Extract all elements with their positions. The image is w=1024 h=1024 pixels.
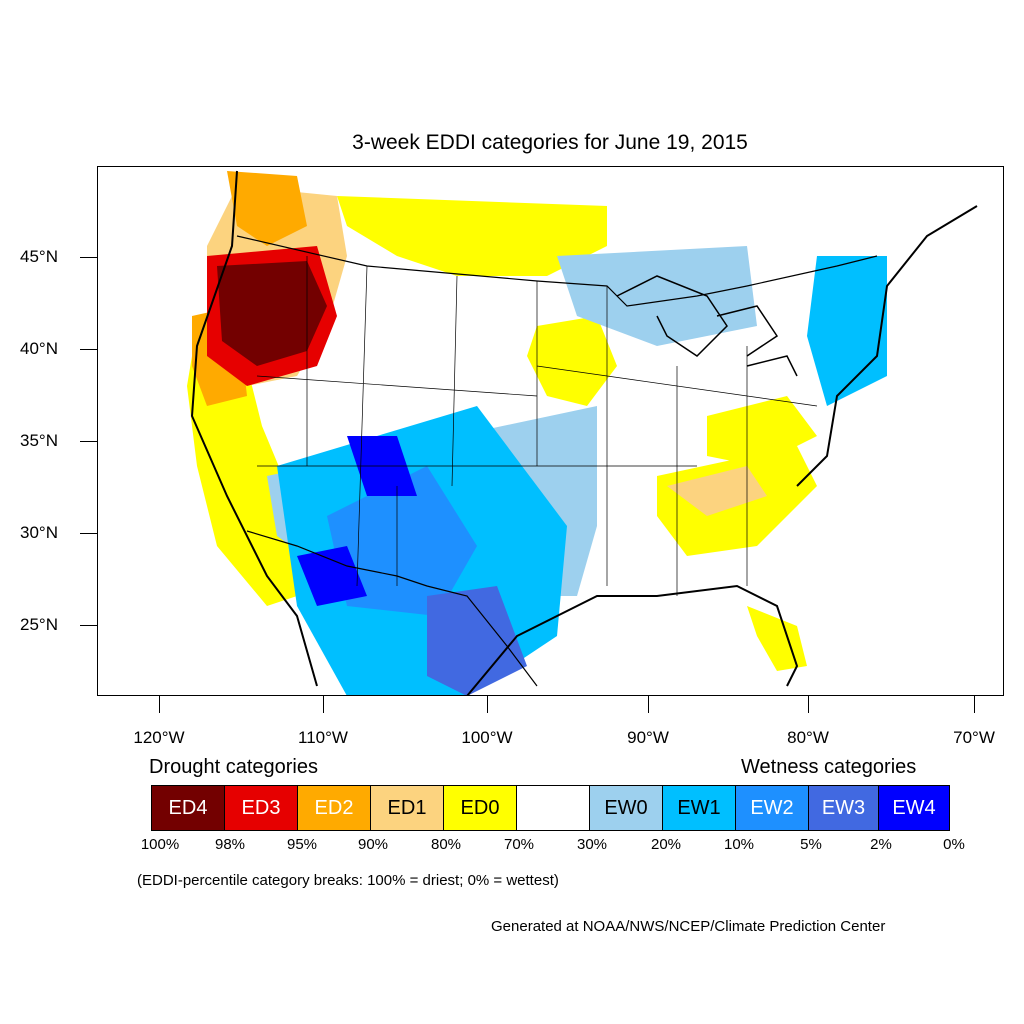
great-lakes (616, 275, 798, 377)
lon-label-90: 90°W (627, 728, 669, 747)
map-title: 3-week EDDI categories for June 19, 2015 (352, 131, 748, 154)
legend-label-ed2: ED2 (314, 796, 354, 819)
lat-label-45: 45°N (20, 247, 58, 266)
lat-tick-35 (80, 441, 97, 442)
break-label-20: 20% (650, 836, 682, 853)
legend-box-ed4: ED4 (151, 785, 225, 831)
legend-label-ew4: EW4 (892, 796, 936, 819)
legend-box-ew2: EW2 (735, 785, 809, 831)
legend-label-ew0: EW0 (604, 796, 648, 819)
region-ed0-ohio (707, 396, 817, 466)
region-ew2-southwest (327, 466, 477, 616)
lon-label-70: 70°W (953, 728, 995, 747)
credit-line: Generated at NOAA/NWS/NCEP/Climate Predi… (491, 918, 886, 935)
lat-label-30: 30°N (20, 523, 58, 542)
region-ed1-south (667, 466, 767, 516)
region-ew4-arizona (297, 546, 367, 606)
lon-tick-100 (487, 696, 488, 713)
lon-tick-90 (648, 696, 649, 713)
lat-label-35: 35°N (20, 431, 58, 450)
lon-label-120: 120°W (133, 728, 185, 747)
legend-box-ed0: ED0 (443, 785, 517, 831)
lon-tick-110 (323, 696, 324, 713)
lat-tick-25 (80, 625, 97, 626)
legend-label-ed3: ED3 (241, 796, 281, 819)
coastline (190, 170, 978, 696)
legend-label-ed0: ED0 (460, 796, 500, 819)
region-ed0-north (337, 196, 607, 276)
legend-label-ew2: EW2 (750, 796, 794, 819)
region-ew3-texas (427, 586, 527, 696)
lon-label-100: 100°W (461, 728, 513, 747)
legend-label-ew1: EW1 (677, 796, 721, 819)
lon-label-110: 110°W (298, 728, 348, 747)
lat-tick-45 (80, 257, 97, 258)
break-label-98: 98% (214, 836, 246, 853)
break-label-100: 100% (140, 836, 180, 853)
region-ed0-florida (747, 606, 807, 671)
region-ed4-core (217, 261, 327, 366)
national-border (236, 235, 878, 687)
break-label-10: 10% (723, 836, 755, 853)
break-label-5: 5% (800, 836, 822, 853)
break-label-95: 95% (286, 836, 318, 853)
lat-label-40: 40°N (20, 339, 58, 358)
drought-heading: Drought categories (149, 756, 318, 778)
lat-tick-40 (80, 349, 97, 350)
break-label-70: 70% (503, 836, 535, 853)
region-ed2-northwest (227, 171, 307, 246)
region-ew1-northeast (807, 256, 887, 406)
lon-tick-120 (159, 696, 160, 713)
break-label-90: 90% (357, 836, 389, 853)
lat-label-25: 25°N (20, 615, 58, 634)
legend-box-ed3: ED3 (224, 785, 298, 831)
lat-tick-30 (80, 533, 97, 534)
lon-tick-70 (974, 696, 975, 713)
map-border (97, 166, 1004, 696)
legend-box-ed2: ED2 (297, 785, 371, 831)
legend-box-ew4: EW4 (878, 785, 950, 831)
state-lines (256, 256, 818, 596)
map-panel (97, 166, 1004, 696)
wetness-heading: Wetness categories (741, 756, 917, 778)
legend-label-ed1: ED1 (387, 796, 427, 819)
legend-box-ed1: ED1 (370, 785, 444, 831)
legend-label-ed4: ED4 (168, 796, 208, 819)
legend-box-ew3: EW3 (808, 785, 879, 831)
legend-box-ew1: EW1 (662, 785, 736, 831)
lon-label-80: 80°W (787, 728, 829, 747)
legend-label-ew3: EW3 (821, 796, 866, 819)
break-label-2: 2% (870, 836, 892, 853)
region-ed0-central (527, 316, 617, 406)
category-breaks-note: (EDDI-percentile category breaks: 100% =… (137, 872, 559, 889)
lon-tick-80 (808, 696, 809, 713)
break-label-80: 80% (430, 836, 462, 853)
break-label-0: 0% (943, 836, 965, 853)
legend-box-normal (516, 785, 590, 831)
legend-box-ew0: EW0 (589, 785, 663, 831)
break-label-30: 30% (576, 836, 608, 853)
